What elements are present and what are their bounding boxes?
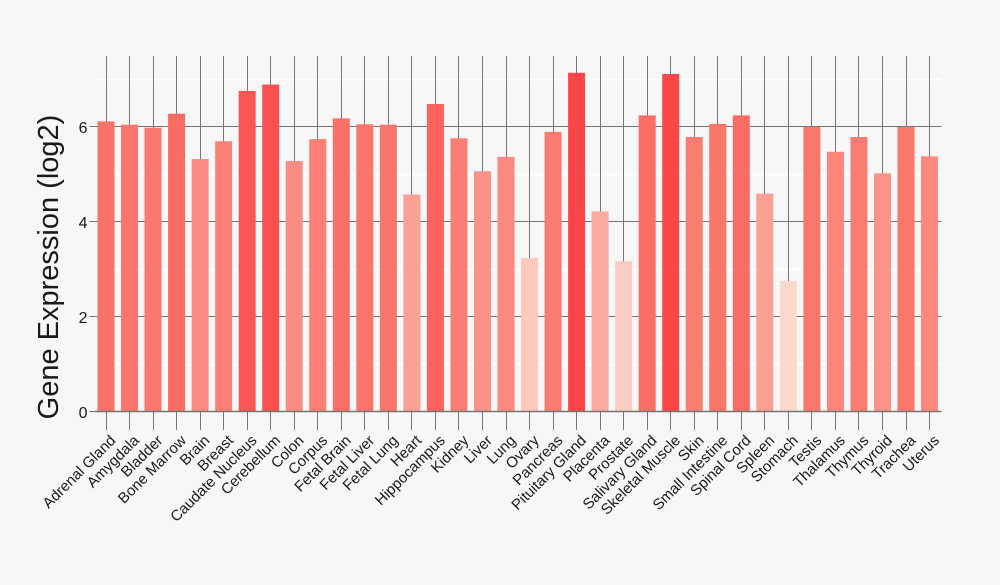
svg-text:0: 0	[79, 405, 88, 422]
svg-text:Gene Expression (log2): Gene Expression (log2)	[33, 115, 65, 420]
svg-text:2: 2	[79, 310, 88, 327]
svg-text:4: 4	[79, 215, 88, 232]
svg-text:6: 6	[79, 120, 88, 137]
